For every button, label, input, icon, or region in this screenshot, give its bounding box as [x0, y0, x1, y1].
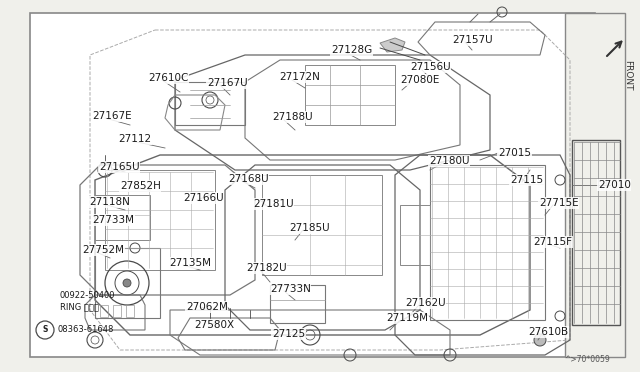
Circle shape [534, 334, 546, 346]
Bar [565, 13, 625, 357]
Text: 08363-61648: 08363-61648 [58, 326, 115, 334]
Text: ^>70*0059: ^>70*0059 [564, 356, 610, 365]
Text: 27715E: 27715E [539, 198, 579, 208]
Text: 00922-50400: 00922-50400 [60, 292, 115, 301]
Text: 27733N: 27733N [270, 284, 311, 294]
Bar [270, 285, 325, 323]
Bar [305, 65, 395, 125]
Bar [430, 165, 545, 320]
Text: 27168U: 27168U [228, 174, 269, 184]
Text: 27188U: 27188U [272, 112, 312, 122]
Text: 27156U: 27156U [410, 62, 451, 72]
Bar [95, 248, 160, 318]
Text: S: S [42, 326, 48, 334]
Text: 27157U: 27157U [452, 35, 493, 45]
Polygon shape [380, 38, 405, 52]
Bar [113, 305, 121, 317]
Text: FRONT: FRONT [623, 60, 632, 90]
Text: 27167E: 27167E [92, 111, 132, 121]
Circle shape [123, 279, 131, 287]
Text: 27119M: 27119M [386, 313, 428, 323]
Text: 27167U: 27167U [207, 78, 248, 88]
Text: 27165U: 27165U [99, 162, 140, 172]
Text: 27062M: 27062M [186, 302, 228, 312]
Text: 27125: 27125 [272, 329, 305, 339]
Bar [400, 205, 430, 265]
Text: 27733M: 27733M [92, 215, 134, 225]
Bar [95, 195, 150, 240]
Text: 27015: 27015 [498, 148, 531, 158]
Text: 27118N: 27118N [89, 197, 130, 207]
Bar [30, 13, 595, 357]
Text: 27180U: 27180U [429, 156, 470, 166]
Text: 27610C: 27610C [148, 73, 188, 83]
Bar [262, 175, 382, 275]
Text: 27115F: 27115F [533, 237, 572, 247]
Text: 27080E: 27080E [400, 75, 440, 85]
Text: 27852H: 27852H [120, 181, 161, 191]
Bar [105, 170, 215, 270]
Text: 27182U: 27182U [246, 263, 287, 273]
Text: 27185U: 27185U [289, 223, 330, 233]
Text: 27752M: 27752M [82, 245, 124, 255]
Text: 27172N: 27172N [279, 72, 320, 82]
Text: 27128G: 27128G [331, 45, 372, 55]
Text: 27135M: 27135M [169, 258, 211, 268]
Text: 27610B: 27610B [528, 327, 568, 337]
Text: 27115: 27115 [510, 175, 543, 185]
Text: 27010: 27010 [598, 180, 631, 190]
Text: 27112: 27112 [118, 134, 151, 144]
Bar [572, 140, 620, 325]
Text: 27162U: 27162U [405, 298, 445, 308]
Text: 27181U: 27181U [253, 199, 294, 209]
Text: 27580X: 27580X [194, 320, 234, 330]
Bar [126, 305, 134, 317]
Bar [100, 305, 108, 317]
Text: RING リング: RING リング [60, 302, 99, 311]
Text: 27166U: 27166U [183, 193, 223, 203]
